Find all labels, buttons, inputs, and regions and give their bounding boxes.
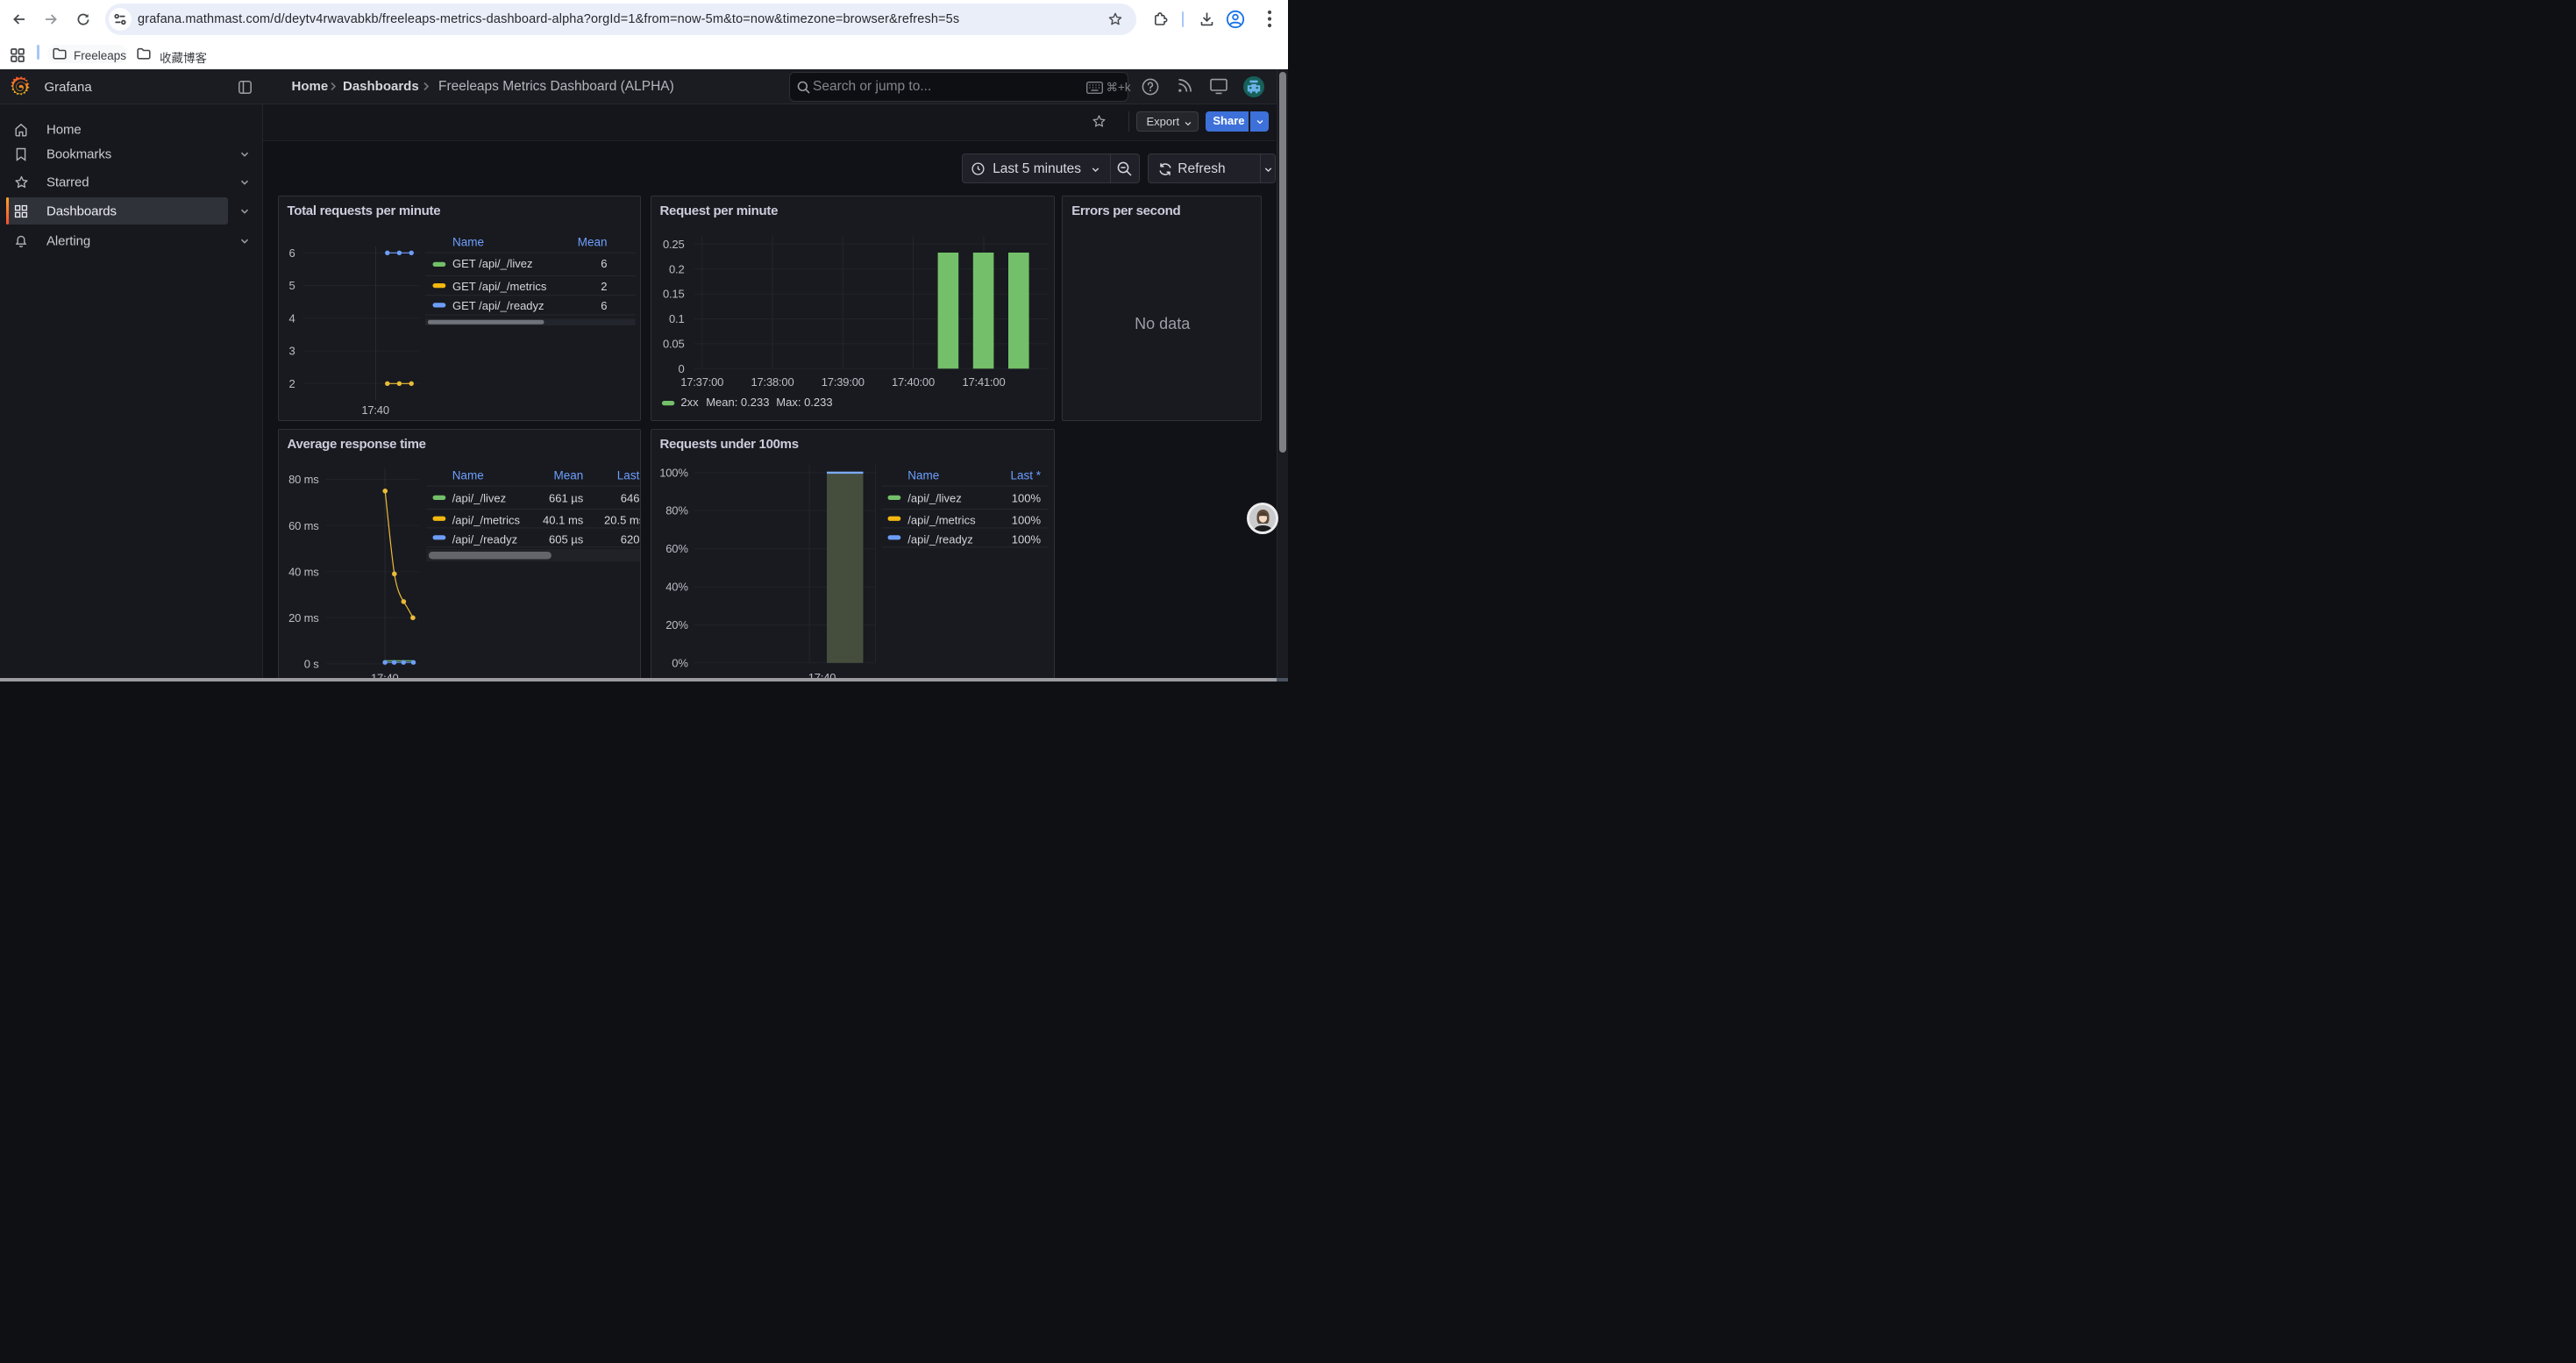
svg-text:0%: 0% (672, 657, 688, 670)
svg-text:GET /api/_/livez: GET /api/_/livez (452, 257, 533, 270)
svg-text:17:40: 17:40 (361, 403, 389, 417)
svg-text:40 ms: 40 ms (288, 566, 319, 579)
svg-text:/api/_/livez: /api/_/livez (452, 492, 505, 505)
svg-text:40%: 40% (665, 581, 688, 594)
svg-text:Name: Name (907, 469, 939, 482)
svg-text:Last *: Last * (1010, 469, 1041, 482)
svg-text:3: 3 (288, 345, 295, 358)
svg-text:GET /api/_/metrics: GET /api/_/metrics (452, 280, 547, 293)
svg-text:0 s: 0 s (303, 658, 318, 671)
svg-text:Last *: Last * (616, 469, 639, 482)
svg-text:0.15: 0.15 (662, 288, 684, 301)
svg-text:Name: Name (452, 236, 484, 249)
svg-text:605 µs: 605 µs (549, 533, 584, 546)
svg-text:/api/_/livez: /api/_/livez (907, 492, 961, 505)
svg-text:/api/_/readyz: /api/_/readyz (452, 533, 516, 546)
svg-text:17:39:00: 17:39:00 (821, 375, 864, 389)
svg-text:80 ms: 80 ms (288, 474, 319, 487)
svg-text:0.05: 0.05 (662, 338, 684, 351)
svg-text:/api/_/metrics: /api/_/metrics (907, 514, 976, 527)
svg-text:Mean: Mean (553, 469, 583, 482)
svg-text:0.2: 0.2 (669, 262, 684, 275)
svg-text:0.1: 0.1 (669, 312, 684, 325)
svg-text:4: 4 (288, 312, 295, 325)
svg-text:20.5 ms: 20.5 ms (604, 514, 640, 527)
svg-text:100%: 100% (1011, 514, 1041, 527)
svg-text:100%: 100% (1011, 533, 1041, 546)
svg-text:17:40: 17:40 (808, 671, 836, 682)
svg-text:0: 0 (678, 362, 684, 375)
svg-text:Name: Name (452, 469, 483, 482)
svg-text:80%: 80% (665, 504, 688, 517)
svg-text:60 ms: 60 ms (288, 519, 319, 532)
svg-text:Mean: 0.233: Mean: 0.233 (706, 396, 769, 409)
svg-text:20 ms: 20 ms (288, 611, 319, 624)
svg-text:2: 2 (601, 280, 607, 293)
svg-text:2: 2 (288, 377, 295, 390)
svg-text:Max: 0.233: Max: 0.233 (776, 396, 832, 409)
svg-text:17:38:00: 17:38:00 (751, 375, 793, 389)
svg-text:0.25: 0.25 (662, 238, 684, 251)
svg-text:17:37:00: 17:37:00 (680, 375, 723, 389)
svg-text:GET /api/_/readyz: GET /api/_/readyz (452, 299, 544, 312)
svg-text:6: 6 (601, 257, 607, 270)
svg-text:620: 620 (620, 533, 639, 546)
svg-text:17:40: 17:40 (371, 672, 399, 682)
svg-text:661 µs: 661 µs (549, 492, 584, 505)
svg-text:Mean: Mean (577, 236, 607, 249)
svg-text:5: 5 (288, 279, 295, 292)
svg-text:17:40:00: 17:40:00 (891, 375, 934, 389)
svg-text:/api/_/metrics: /api/_/metrics (452, 514, 520, 527)
svg-text:100%: 100% (1011, 492, 1041, 505)
svg-text:6: 6 (288, 246, 295, 260)
svg-text:646: 646 (620, 492, 639, 505)
svg-text:2xx: 2xx (680, 396, 699, 409)
svg-text:17:41:00: 17:41:00 (962, 375, 1005, 389)
svg-text:40.1 ms: 40.1 ms (543, 514, 584, 527)
svg-text:100%: 100% (659, 467, 688, 480)
svg-text:20%: 20% (665, 618, 688, 632)
svg-text:60%: 60% (665, 542, 688, 555)
svg-text:6: 6 (601, 299, 607, 312)
svg-text:/api/_/readyz: /api/_/readyz (907, 533, 972, 546)
